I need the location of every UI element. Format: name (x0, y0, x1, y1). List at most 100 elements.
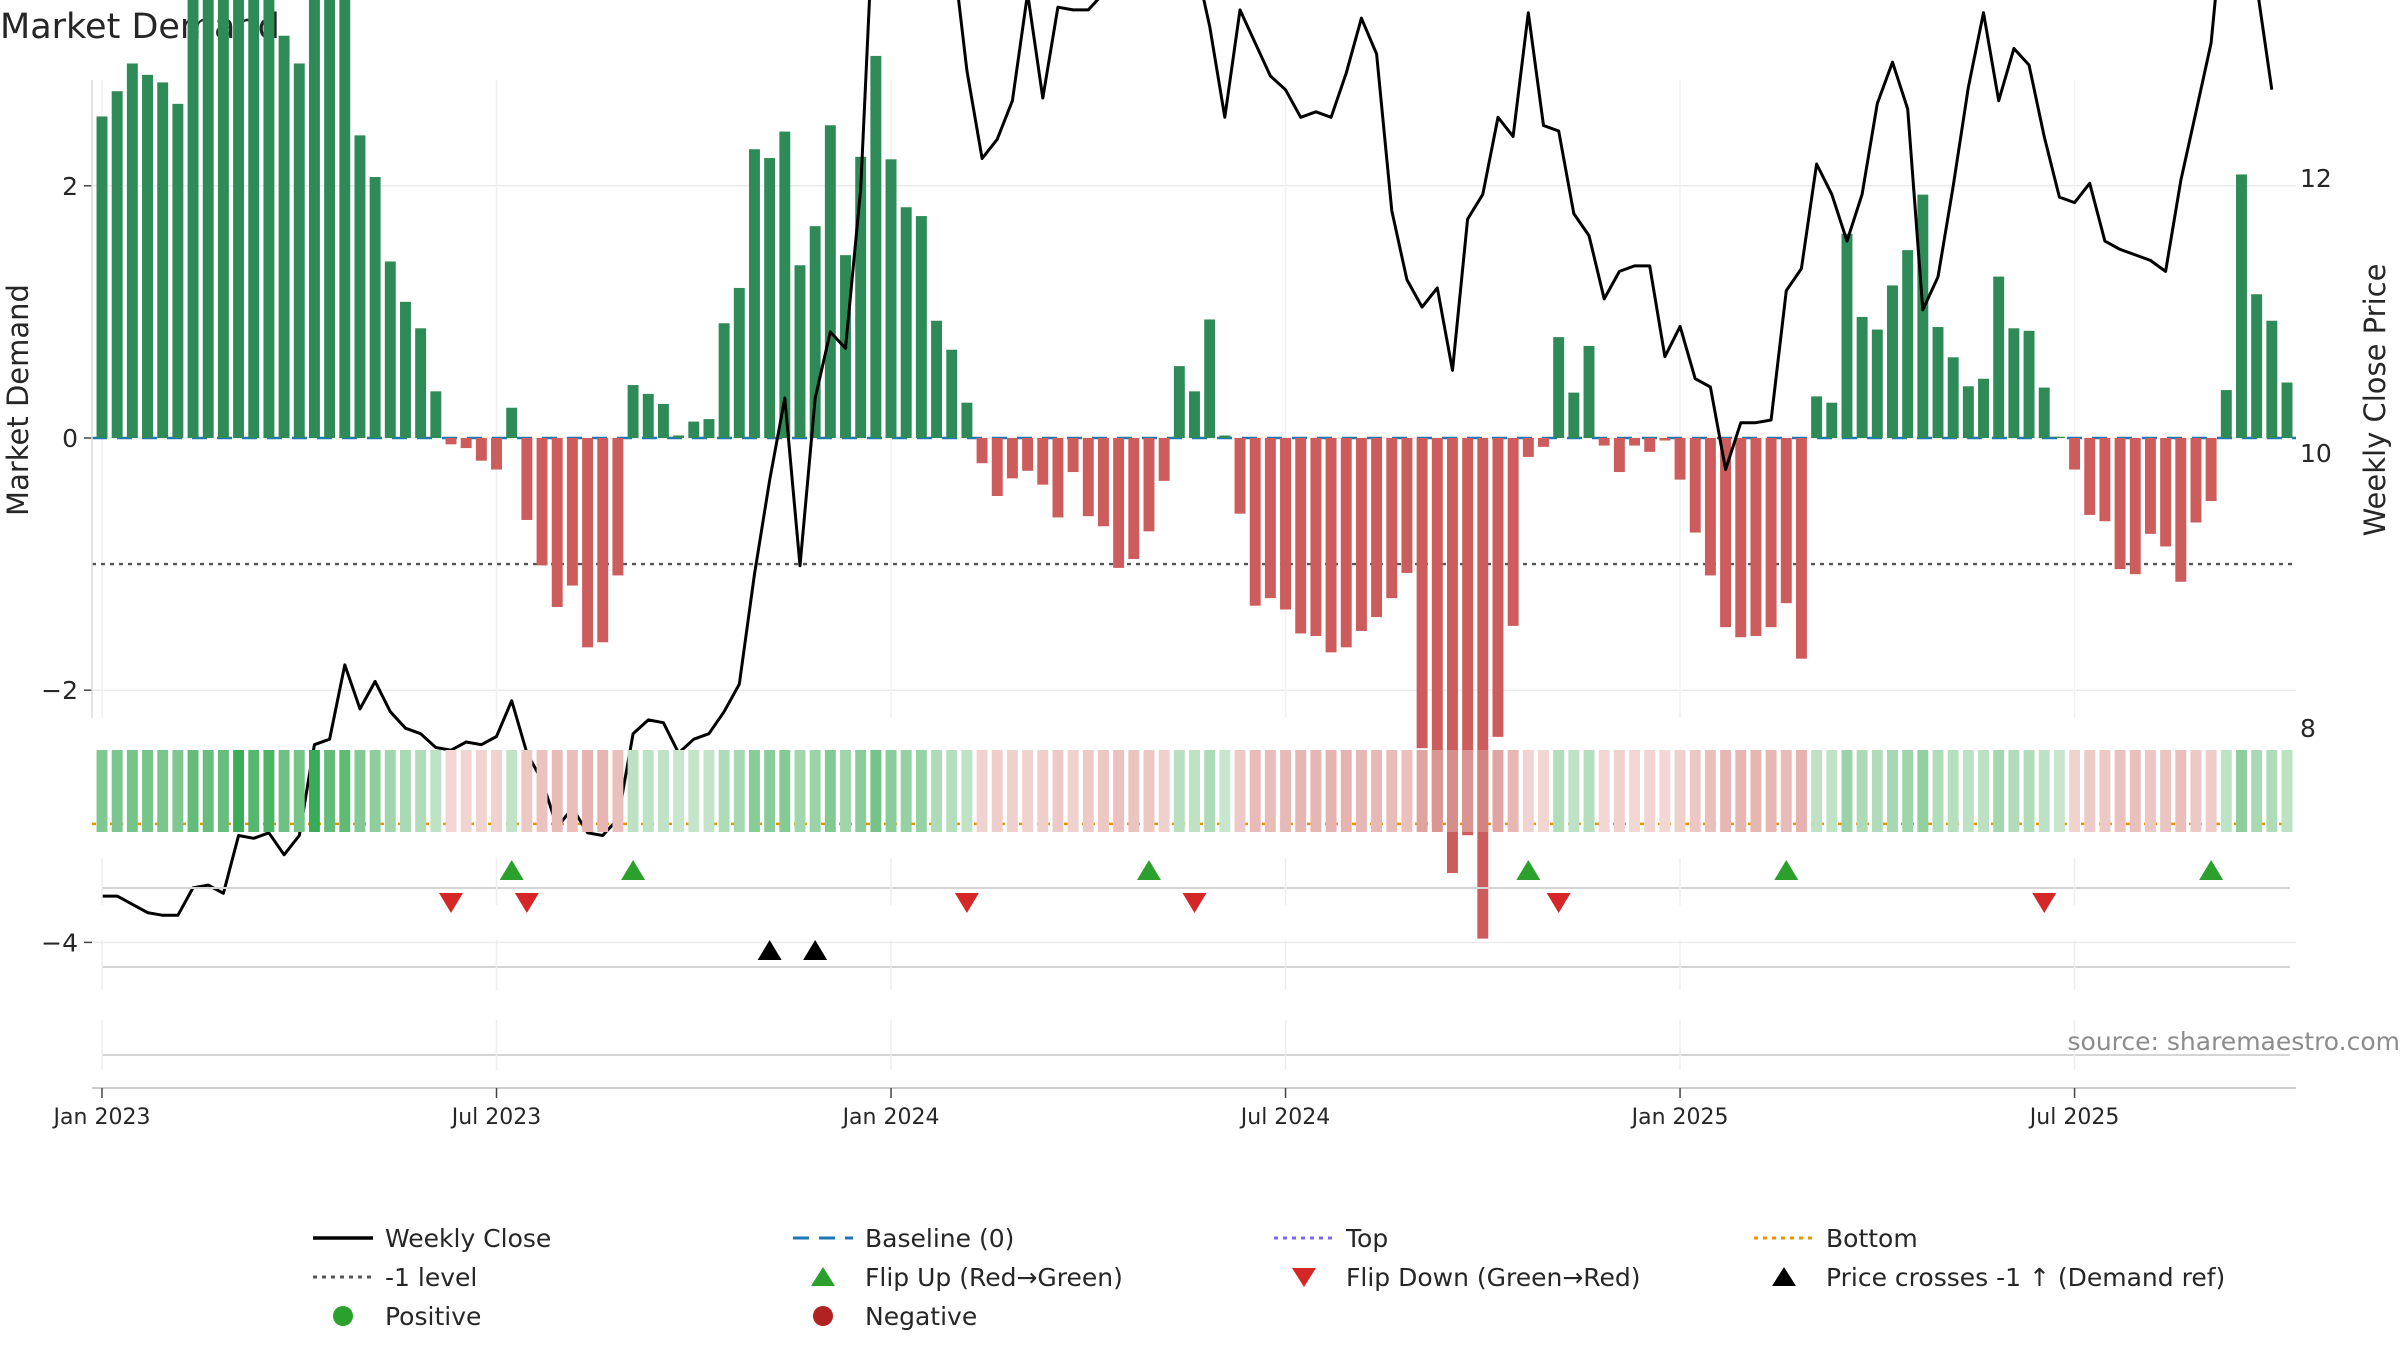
heat-cell (339, 750, 351, 832)
demand-bar-positive (2281, 382, 2293, 438)
heat-cell (1644, 750, 1656, 832)
demand-bar-positive (1173, 366, 1185, 438)
demand-bar-positive (855, 156, 867, 438)
heat-cell (961, 750, 973, 832)
demand-bar-negative (2175, 438, 2187, 582)
demand-bar-positive (2038, 387, 2050, 438)
demand-bar-negative (566, 438, 578, 586)
demand-bar-positive (172, 103, 184, 439)
demand-bar-negative (612, 438, 624, 576)
heat-cell (308, 750, 320, 832)
demand-bar-positive (2023, 330, 2035, 438)
heat-cell (855, 750, 867, 832)
demand-bar-positive (415, 328, 427, 438)
heat-cell (142, 750, 153, 832)
flip-up-marker (1136, 860, 1161, 880)
demand-bar-negative (1720, 438, 1732, 628)
demand-bar-negative (551, 438, 563, 607)
heat-cell (1811, 750, 1823, 832)
heat-cell (749, 750, 760, 832)
heat-cell (1128, 750, 1140, 832)
heat-cell (2038, 750, 2050, 832)
demand-bar-positive (2236, 174, 2247, 439)
heat-cell (111, 750, 123, 832)
heat-cell (1993, 750, 2005, 832)
heat-cell (1522, 750, 1534, 832)
x-tick-label: Jul 2023 (450, 1105, 542, 1130)
demand-bar-negative (2205, 438, 2217, 502)
demand-bar-positive (293, 63, 305, 438)
legend-item-positive-dot: Positive (333, 1302, 481, 1331)
demand-bars (96, 0, 2293, 939)
demand-bar-positive (870, 55, 882, 439)
demand-bar-positive (2251, 294, 2263, 438)
heat-cell (1629, 750, 1640, 832)
legend-swatch-triangle-down (1292, 1268, 1316, 1287)
demand-bar-negative (1006, 438, 1018, 479)
heat-cell (2144, 750, 2156, 832)
legend-label: -1 level (385, 1263, 477, 1292)
demand-bar-positive (2053, 436, 2065, 438)
demand-bar-positive (824, 125, 836, 438)
legend-item-negative-dot: Negative (813, 1302, 977, 1331)
demand-bar-positive (657, 403, 669, 438)
demand-bar-positive (1583, 345, 1595, 438)
demand-bar-positive (1204, 319, 1216, 438)
heat-cell (779, 750, 791, 832)
x-axis: Jan 2023 Jul 2023 Jan 2024 Jul 2024 Jan 2025… (52, 1087, 2296, 1130)
demand-bar-negative (2069, 438, 2081, 470)
heat-cell (1553, 750, 1565, 832)
legend-swatch-circle (813, 1306, 833, 1326)
demand-bar-negative (1704, 438, 1716, 576)
demand-bar-positive (339, 0, 351, 438)
demand-bar-positive (1841, 233, 1853, 438)
heat-cell (1902, 750, 1914, 832)
demand-bar-positive (961, 402, 973, 438)
heat-cell (1022, 750, 1034, 832)
demand-bar-positive (1947, 357, 1959, 438)
heat-cell (430, 750, 442, 832)
source-credit: source: sharemaestro.com (2068, 1027, 2400, 1056)
heat-cell (157, 750, 169, 832)
demand-bar-negative (2114, 438, 2126, 570)
heat-cell (840, 750, 851, 832)
heat-cell (1780, 750, 1792, 832)
demand-bar-positive (142, 74, 153, 438)
demand-bar-positive (1871, 329, 1883, 438)
demand-bar-positive (1917, 194, 1929, 438)
demand-bar-positive (703, 419, 715, 438)
heat-cell (1280, 750, 1292, 832)
demand-heat-strip (96, 750, 2293, 832)
legend-item-flip-up: Flip Up (Red→Green) (811, 1263, 1123, 1292)
demand-bar-positive (749, 149, 760, 438)
heat-cell (521, 750, 533, 832)
heat-cell (248, 750, 260, 832)
x-tick-label: Jan 2023 (52, 1105, 151, 1130)
demand-bar-negative (1507, 438, 1519, 626)
heat-cell (673, 750, 685, 832)
demand-bar-negative (1234, 438, 1246, 514)
heat-cell (1082, 750, 1094, 832)
demand-bar-negative (1371, 438, 1383, 618)
heat-cell (1264, 750, 1276, 832)
heat-cell (293, 750, 305, 832)
heat-cell (1795, 750, 1807, 832)
heat-cell (566, 750, 578, 832)
demand-bar-negative (1067, 438, 1079, 473)
heat-cell (1386, 750, 1398, 832)
heat-cell (1856, 750, 1868, 832)
demand-bar-negative (2190, 438, 2202, 523)
legend-item-bottom: Bottom (1754, 1224, 1918, 1253)
heat-cell (1613, 750, 1625, 832)
heat-cell (1355, 750, 1367, 832)
demand-bar-negative (1280, 438, 1292, 610)
heat-cell (202, 750, 214, 832)
heat-cell (1234, 750, 1246, 832)
demand-bar-positive (900, 207, 912, 438)
demand-bar-positive (1902, 250, 1914, 438)
heat-cell (2114, 750, 2126, 832)
demand-bar-positive (627, 385, 639, 438)
demand-bar-negative (1113, 438, 1125, 568)
flip-down-marker (954, 893, 979, 913)
heat-cell (1310, 750, 1322, 832)
